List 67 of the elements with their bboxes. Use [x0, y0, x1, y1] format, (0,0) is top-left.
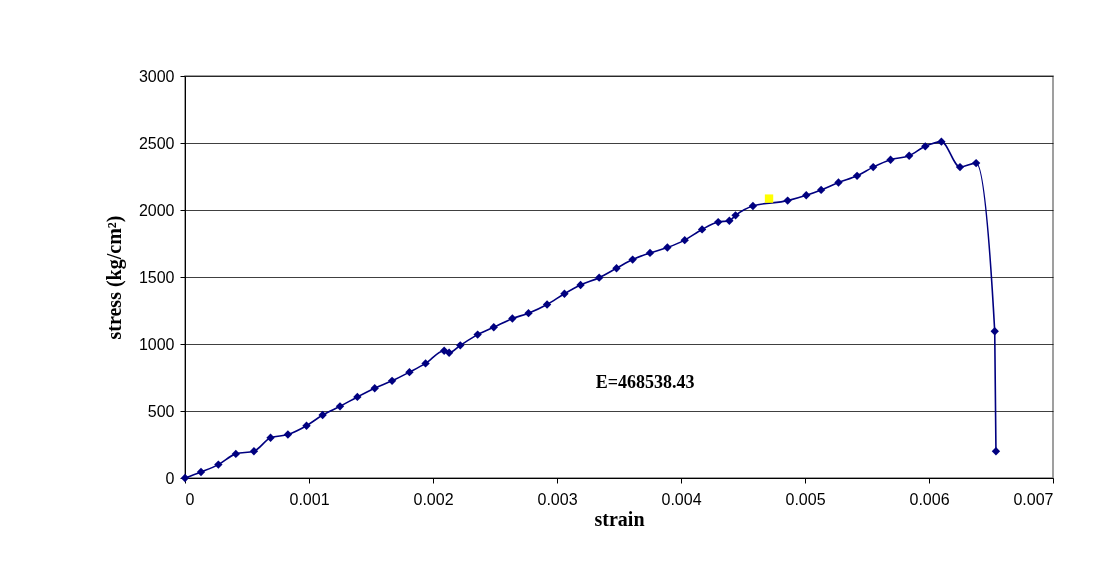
point	[249, 447, 259, 456]
point	[405, 367, 414, 377]
point	[456, 341, 465, 350]
x-tick-label: 0	[185, 490, 195, 508]
point	[991, 447, 1001, 456]
x-tick-label: 0.002	[413, 490, 454, 508]
point	[904, 151, 914, 160]
point	[955, 162, 965, 172]
x-tick-label: 0.007	[1013, 490, 1054, 508]
point	[318, 410, 327, 420]
y-tick-label: 0	[165, 469, 175, 487]
point	[612, 264, 621, 273]
x-tick-label: 0.003	[537, 490, 578, 508]
point	[524, 309, 533, 318]
point	[921, 142, 930, 151]
point	[421, 359, 430, 368]
point	[196, 467, 206, 477]
point	[663, 243, 672, 252]
x-tick-label: 0.006	[909, 490, 950, 508]
point	[594, 273, 604, 282]
point	[508, 314, 517, 323]
y-tick-label: 500	[147, 402, 175, 420]
point	[489, 323, 498, 332]
x-tick-label: 0.005	[785, 490, 826, 508]
point	[283, 430, 293, 439]
point	[266, 433, 275, 442]
point	[886, 155, 895, 164]
point	[764, 194, 774, 203]
y-tick-label: 1000	[138, 335, 175, 353]
point	[231, 449, 241, 459]
point	[869, 162, 878, 172]
point	[473, 330, 482, 339]
point	[302, 421, 311, 430]
point	[714, 217, 723, 227]
x-tick-label: 0.001	[289, 490, 330, 508]
x-tick-label: 0.004	[661, 490, 702, 508]
y-axis-title: stress (kg/cm²)	[102, 215, 126, 340]
point	[444, 348, 454, 357]
y-tick-label: 1500	[138, 268, 175, 286]
point	[576, 280, 585, 290]
point	[748, 201, 758, 211]
point	[990, 327, 999, 336]
point	[783, 196, 792, 205]
point	[353, 392, 362, 402]
point	[560, 289, 569, 298]
point	[731, 211, 740, 220]
point	[387, 376, 397, 386]
point	[802, 191, 811, 200]
point	[680, 235, 689, 245]
point	[816, 185, 826, 195]
point	[852, 171, 862, 181]
point	[335, 402, 345, 411]
point	[542, 300, 552, 309]
x-axis-title: strain	[594, 507, 645, 530]
point	[370, 384, 379, 393]
point	[628, 255, 637, 264]
point	[971, 158, 981, 168]
annotation: E=468538.43	[595, 372, 695, 392]
point	[697, 225, 707, 234]
y-tick-label: 2000	[138, 201, 175, 219]
point	[725, 216, 734, 225]
point	[645, 248, 655, 258]
point	[214, 460, 223, 469]
y-tick-label: 3000	[138, 67, 175, 85]
y-tick-label: 2500	[138, 134, 175, 152]
point	[834, 178, 843, 187]
point	[937, 137, 946, 146]
